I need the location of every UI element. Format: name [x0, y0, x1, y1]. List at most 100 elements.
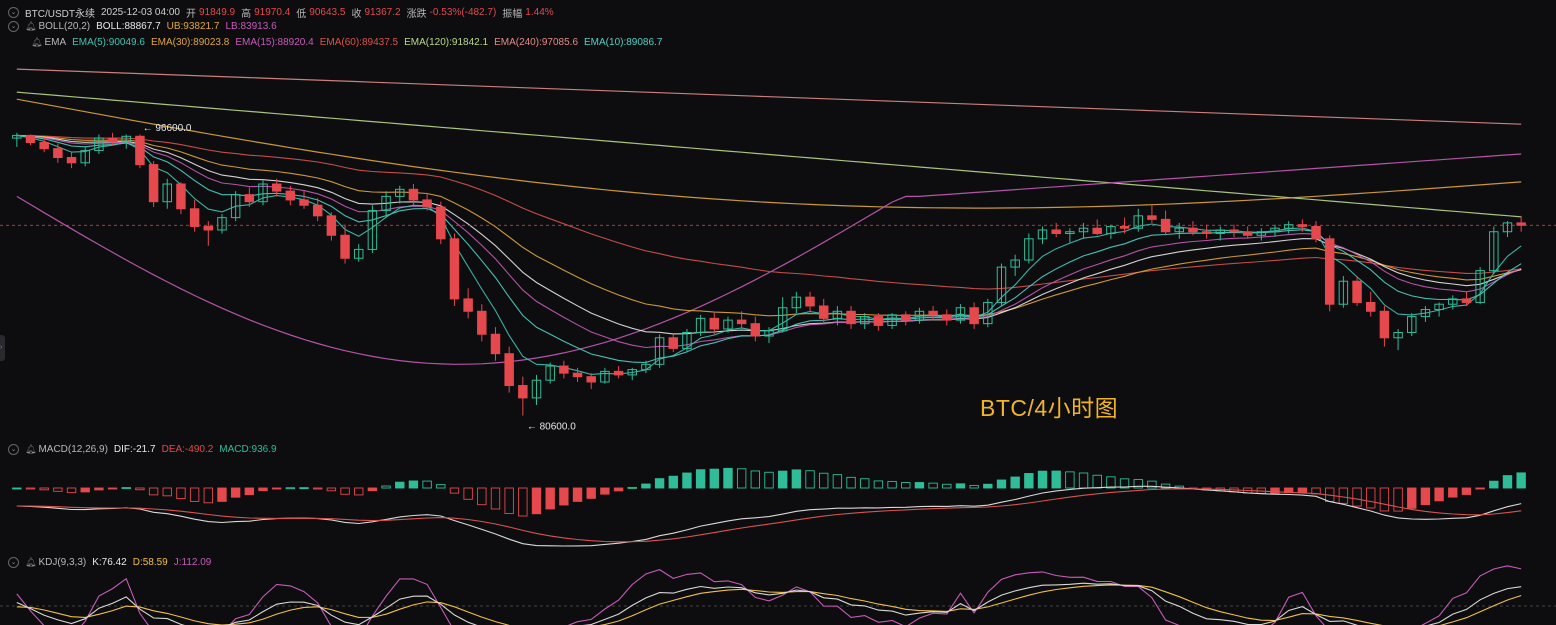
collapse-toggle-icon[interactable]: ⌄ — [8, 21, 19, 32]
macd-bar — [572, 487, 583, 502]
candle — [121, 134, 131, 149]
candle — [613, 366, 624, 379]
candle-body — [1065, 231, 1075, 235]
candle-body — [12, 134, 22, 139]
macd-bar — [983, 483, 993, 489]
symbol-header: ⌄ BTC/USDT永续 2025-12-03 04:00 开 91849.9 高… — [8, 5, 554, 20]
amplitude-label: 振幅 — [502, 9, 523, 20]
candle-body — [1051, 229, 1061, 235]
candle-body — [1516, 222, 1526, 226]
kdj-header: ⌄ 🔔︎ KDJ(9,3,3) K:76.42 D:58.59 J:112.09 — [8, 557, 211, 568]
candle-body — [395, 188, 405, 197]
macd-bar — [271, 487, 282, 490]
ema-240: EMA(240):97085.6 — [494, 37, 579, 48]
candle — [1365, 291, 1376, 317]
bell-icon[interactable]: 🔔︎ — [25, 444, 37, 454]
k-line — [16, 582, 1522, 625]
candle-body — [436, 206, 446, 240]
low-price-marker: ← 80600.0 — [527, 422, 576, 433]
candle-body — [353, 248, 364, 259]
bell-icon[interactable]: 🔔︎ — [25, 557, 37, 567]
candle-body — [66, 157, 77, 164]
macd-bar — [340, 487, 350, 495]
macd-bar — [422, 480, 432, 489]
kdj-name[interactable]: KDJ(9,3,3) — [38, 557, 87, 568]
macd-bar — [1420, 487, 1431, 506]
boll-name[interactable]: BOLL(20,2) — [38, 21, 91, 32]
macd-bar — [408, 480, 419, 489]
macd-bar — [654, 478, 665, 489]
candle — [1379, 305, 1390, 347]
series-line-1 — [16, 91, 1522, 218]
change-label: 涨跌 — [406, 9, 427, 20]
bell-icon[interactable]: 🔔︎ — [31, 37, 43, 47]
candle-body — [1365, 301, 1376, 312]
kdj-k: K:76.42 — [92, 557, 127, 568]
candle-body — [996, 266, 1007, 303]
candle-body — [641, 363, 651, 371]
candle — [641, 360, 651, 374]
open-label: 开 — [185, 9, 196, 20]
candle-body — [873, 316, 884, 326]
macd-bar — [1502, 475, 1513, 489]
macd-bar — [135, 487, 145, 491]
symbol-label[interactable]: BTC/USDT永续 — [25, 9, 95, 20]
candle-body — [1174, 227, 1185, 233]
candle-body — [162, 183, 173, 203]
candle-body — [1407, 316, 1417, 333]
candle-body — [94, 137, 104, 151]
macd-bar — [736, 468, 747, 489]
candle-body — [709, 317, 720, 330]
candle — [39, 138, 49, 153]
candle — [1133, 208, 1143, 232]
candle-body — [668, 337, 679, 349]
macd-bar — [53, 487, 63, 492]
candle-body — [969, 307, 979, 325]
candle-body — [53, 148, 63, 159]
candle-body — [408, 188, 419, 201]
macd-name[interactable]: MACD(12,26,9) — [38, 444, 108, 455]
candle-body — [1434, 303, 1444, 311]
macd-bar — [217, 487, 227, 502]
collapse-toggle-icon[interactable]: ⌄ — [8, 444, 19, 455]
candle — [230, 191, 241, 222]
ema-120: EMA(120):91842.1 — [404, 37, 489, 48]
candle — [531, 374, 542, 405]
macd-bar — [586, 487, 596, 499]
candle-body — [381, 195, 391, 212]
candle-body — [1010, 259, 1020, 268]
candle — [340, 224, 350, 264]
ema-15: EMA(15):88920.4 — [235, 37, 314, 48]
candle-body — [490, 333, 501, 355]
macd-bar — [381, 485, 391, 489]
macd-bar — [887, 480, 897, 489]
side-drawer-handle[interactable]: › — [0, 335, 5, 361]
candle-body — [203, 225, 214, 231]
candle — [1311, 221, 1321, 243]
amplitude-value: 1.44% — [525, 7, 554, 18]
macd-pane — [12, 467, 1526, 547]
candle-body — [1201, 231, 1212, 235]
candle-body — [1352, 280, 1362, 303]
collapse-toggle-icon[interactable]: ⌄ — [8, 557, 19, 568]
candle — [805, 291, 815, 312]
candle-body — [244, 194, 255, 203]
kdj-j: J:112.09 — [173, 557, 212, 568]
macd-bar — [299, 487, 309, 490]
ema-30: EMA(30):89023.8 — [150, 37, 230, 48]
candle — [914, 307, 925, 324]
macd-bar — [121, 487, 131, 490]
candle-body — [367, 210, 378, 250]
collapse-toggle-icon[interactable]: ⌄ — [8, 7, 19, 18]
candle — [258, 180, 268, 206]
candle — [1188, 221, 1198, 236]
dif-line — [16, 485, 1522, 547]
candle-body — [695, 317, 706, 333]
candle — [449, 233, 460, 306]
bell-icon[interactable]: 🔔︎ — [25, 21, 37, 31]
ema-name[interactable]: EMA — [44, 37, 67, 48]
candle — [1078, 222, 1089, 239]
macd-bar — [1078, 472, 1089, 489]
candle — [80, 146, 90, 167]
